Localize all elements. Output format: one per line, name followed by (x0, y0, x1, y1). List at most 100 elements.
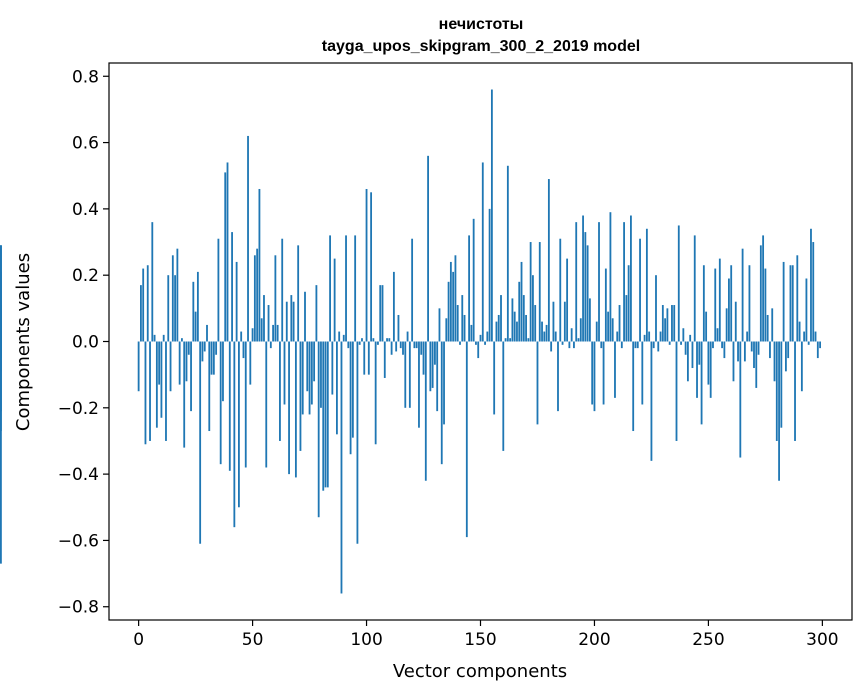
bar-250 (707, 341, 710, 385)
bar-213 (623, 222, 625, 342)
bar-274 (762, 235, 765, 342)
bar-205 (604, 268, 607, 342)
bar-124 (420, 341, 423, 355)
bar-201 (595, 321, 598, 342)
bar-117 (404, 341, 407, 408)
bar-76 (310, 341, 313, 405)
bar-158 (497, 314, 500, 342)
bar-106 (379, 285, 382, 342)
bar-225 (650, 341, 653, 461)
bar-291 (800, 341, 803, 392)
bar-179 (545, 324, 548, 342)
y-axis-label: Components values (13, 253, 34, 431)
bar-204 (602, 341, 605, 405)
bar-69 (294, 341, 297, 478)
bar-259 (728, 278, 730, 342)
bar-160 (502, 341, 505, 451)
bar-4 (146, 265, 149, 342)
bar-292 (803, 331, 806, 342)
bar-139 (454, 255, 457, 342)
bar-227 (655, 275, 657, 342)
bar-94 (351, 341, 354, 438)
y-tick-label: −0.4 (58, 465, 99, 485)
bar-229 (659, 331, 662, 342)
bar-257 (723, 341, 726, 359)
bar-197 (586, 245, 589, 342)
bar-49 (249, 341, 252, 385)
bar-61 (276, 324, 279, 342)
bar-176 (538, 242, 541, 342)
bar-86 (333, 258, 336, 342)
y-tick-label: −0.2 (58, 399, 99, 419)
bar-102 (370, 192, 373, 342)
bar-29 (203, 341, 206, 352)
bar-284 (784, 341, 787, 372)
bar-264 (739, 341, 742, 458)
bar-92 (347, 341, 350, 349)
bar-163 (509, 338, 512, 342)
bar-96 (356, 341, 359, 544)
bar-211 (618, 305, 621, 342)
bar-222 (643, 334, 646, 342)
bar-17 (176, 248, 179, 342)
bar-243 (691, 341, 694, 369)
bar-91 (345, 235, 347, 342)
bar-270 (753, 341, 755, 369)
bar-63 (281, 238, 284, 342)
bar-121 (413, 341, 416, 349)
bar-116 (402, 341, 404, 355)
bar-174 (534, 305, 537, 342)
x-axis-label: Vector components (393, 661, 567, 682)
bar-253 (714, 268, 717, 342)
bar-31 (208, 341, 211, 432)
bar-202 (598, 222, 600, 342)
x-tick-label: 250 (692, 630, 724, 650)
x-tick-label: 150 (464, 630, 496, 650)
bar-165 (513, 311, 516, 342)
y-axis: −0.8 −0.6 −0.4 −0.2 0.0 0.2 0.4 0.6 0.8 (58, 67, 109, 618)
bar-298 (816, 341, 819, 359)
bar-114 (397, 314, 400, 342)
bar-115 (399, 341, 402, 349)
bar-126 (424, 341, 427, 481)
bar-131 (436, 341, 439, 412)
bar-88 (338, 331, 341, 342)
bar-75 (308, 341, 311, 415)
bar-238 (680, 341, 682, 345)
x-tick-label: 200 (578, 630, 610, 650)
bar-107 (381, 285, 384, 342)
bar-132 (438, 308, 441, 342)
bar-166 (516, 321, 518, 342)
bar-220 (639, 238, 641, 342)
bar-9 (158, 341, 161, 385)
bar-275 (764, 268, 767, 342)
bar-194 (579, 318, 582, 342)
bar-226 (652, 341, 655, 349)
bar-8 (155, 341, 158, 428)
bar-255 (718, 258, 721, 342)
bar-224 (648, 331, 651, 342)
bar-10 (160, 341, 163, 418)
bar-77 (313, 341, 316, 382)
bar-232 (666, 308, 669, 342)
bar-62 (279, 341, 281, 441)
bar-111 (390, 341, 393, 355)
bar-3 (144, 341, 147, 445)
bar-85 (331, 341, 334, 395)
bar-285 (787, 341, 790, 359)
bar-180 (547, 179, 550, 342)
bar-297 (814, 331, 817, 342)
bar-103 (372, 338, 375, 342)
bar-228 (657, 341, 660, 352)
bar-209 (614, 341, 616, 398)
bar-56 (265, 341, 268, 468)
x-tick-label: 300 (806, 630, 838, 650)
bar-272 (757, 341, 760, 355)
bar-48 (247, 135, 249, 342)
bar-44 (238, 341, 240, 508)
bar-58 (269, 341, 272, 349)
bar-263 (737, 341, 739, 362)
bar-190 (570, 328, 573, 342)
bar-295 (810, 228, 812, 342)
bar-273 (759, 245, 762, 342)
